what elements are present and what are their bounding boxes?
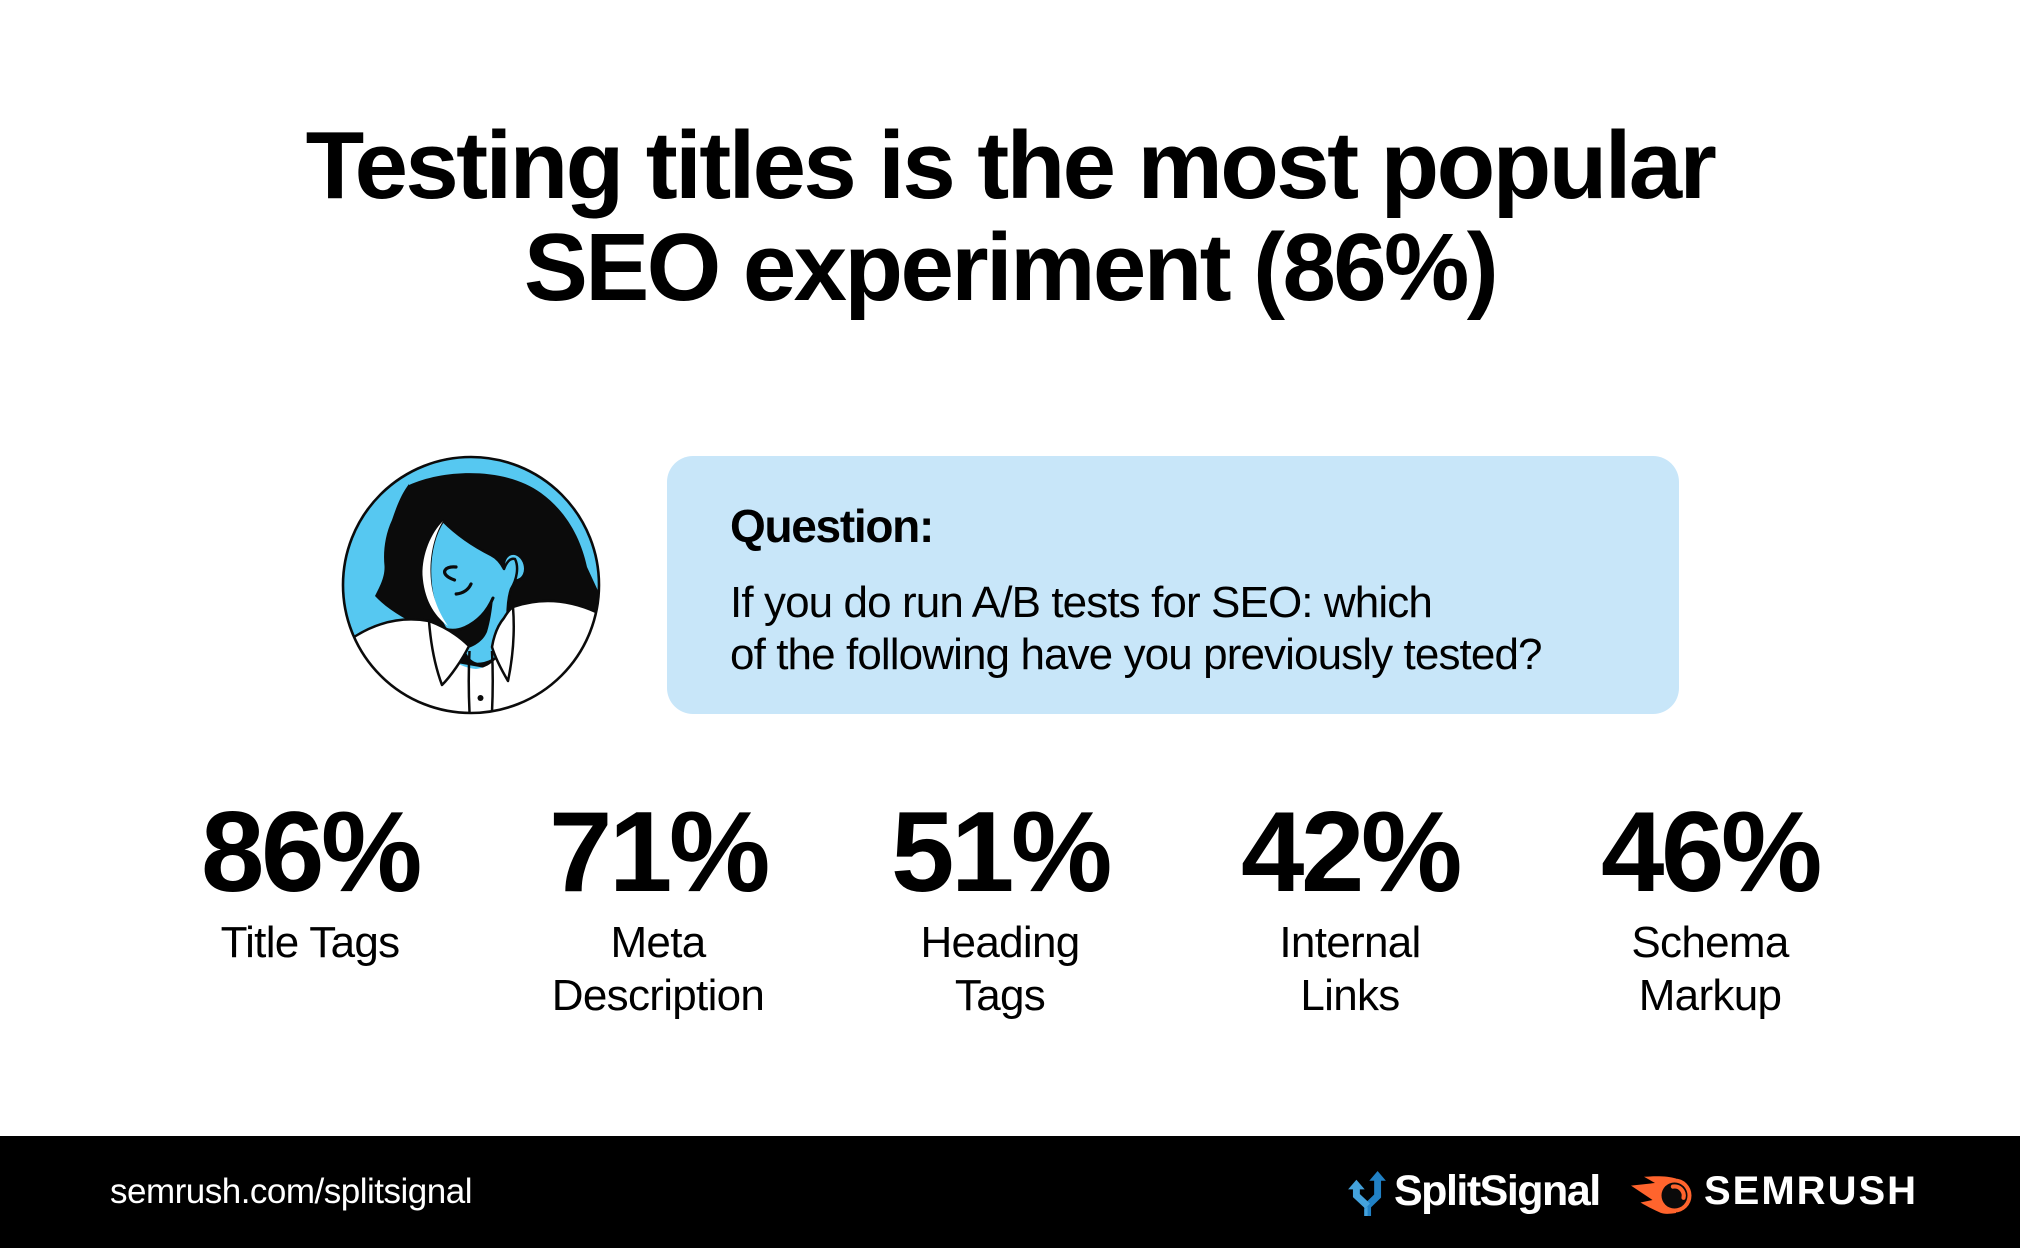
stat-label: Heading Tags: [920, 918, 1080, 1020]
title-line-2: SEO experiment (86%): [523, 214, 1499, 321]
stat-meta-description: 71% Meta Description: [468, 796, 848, 1022]
avatar-button: [477, 695, 484, 701]
footer-url: semrush.com/splitsignal: [110, 1172, 472, 1211]
stat-value: 51%: [891, 789, 1112, 916]
semrush-wordmark: SEMRUSH: [1704, 1169, 1919, 1213]
avatar-collar-left: [427, 619, 471, 687]
question-text: If you do run A/B tests for SEO: which o…: [730, 578, 1542, 679]
avatar-face-highlight: [422, 521, 448, 626]
avatar-circle-outline: [341, 455, 601, 715]
footer-bar: semrush.com/splitsignal SplitSignal SEMR…: [0, 1136, 2020, 1248]
avatar-placket-lines: [467, 650, 494, 713]
stat-schema-markup: 46% Schema Markup: [1520, 796, 1900, 1022]
question-bubble: Question: If you do run A/B tests for SE…: [667, 456, 1679, 714]
avatar-illustration: [341, 455, 601, 715]
stat-label: Meta Description: [551, 918, 765, 1020]
page-title: Testing titles is the most popular SEO ex…: [0, 115, 2020, 319]
stat-value: 71%: [549, 789, 770, 916]
stat-label: Schema Markup: [1631, 918, 1789, 1020]
stat-label: Title Tags: [220, 918, 401, 967]
splitsignal-icon: [1348, 1171, 1386, 1216]
stat-value: 46%: [1601, 789, 1822, 916]
avatar-shoulders: [354, 601, 596, 713]
avatar-shoulder-lines: [353, 599, 597, 639]
avatar-smile: [454, 582, 473, 596]
avatar-collar-right: [490, 605, 516, 683]
avatar-eye: [443, 565, 458, 582]
stat-value: 42%: [1241, 789, 1462, 916]
question-heading: Question:: [730, 500, 934, 552]
title-line-1: Testing titles is the most popular: [305, 112, 1717, 219]
splitsignal-wordmark: SplitSignal: [1394, 1167, 1601, 1215]
stat-heading-tags: 51% Heading Tags: [810, 796, 1190, 1022]
semrush-icon: [1631, 1176, 1692, 1214]
stat-title-tags: 86% Title Tags: [120, 796, 500, 969]
stat-label: Internal Links: [1279, 918, 1421, 1020]
stat-value: 86%: [201, 789, 422, 916]
stat-internal-links: 42% Internal Links: [1160, 796, 1540, 1022]
